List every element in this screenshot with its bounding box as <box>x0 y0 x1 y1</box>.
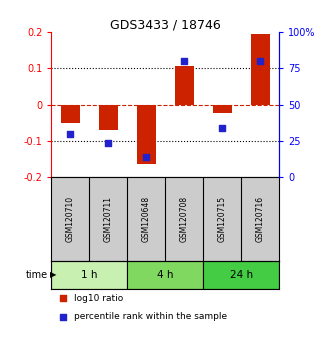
Text: GSM120711: GSM120711 <box>104 196 113 242</box>
Text: log10 ratio: log10 ratio <box>74 294 123 303</box>
Point <box>258 58 263 64</box>
Text: 1 h: 1 h <box>81 270 98 280</box>
Text: GSM120715: GSM120715 <box>218 196 227 242</box>
Point <box>60 314 65 319</box>
Text: percentile rank within the sample: percentile rank within the sample <box>74 312 227 321</box>
Text: 4 h: 4 h <box>157 270 174 280</box>
Text: time: time <box>26 270 48 280</box>
Bar <box>51 261 127 289</box>
Bar <box>203 261 279 289</box>
Point <box>106 140 111 145</box>
Text: ▶: ▶ <box>50 270 56 279</box>
Bar <box>61 105 80 123</box>
Point <box>182 58 187 64</box>
Point <box>220 125 225 131</box>
Bar <box>127 261 203 289</box>
Bar <box>213 105 232 113</box>
Text: GSM120710: GSM120710 <box>66 196 75 242</box>
Bar <box>137 105 156 164</box>
Point <box>144 154 149 160</box>
Bar <box>175 67 194 105</box>
Bar <box>251 34 270 105</box>
Text: GSM120716: GSM120716 <box>256 196 265 242</box>
Point <box>60 296 65 301</box>
Text: GSM120708: GSM120708 <box>180 196 189 242</box>
Text: GSM120648: GSM120648 <box>142 196 151 242</box>
Title: GDS3433 / 18746: GDS3433 / 18746 <box>110 19 221 32</box>
Point <box>68 131 73 137</box>
Text: 24 h: 24 h <box>230 270 253 280</box>
Bar <box>99 105 118 130</box>
